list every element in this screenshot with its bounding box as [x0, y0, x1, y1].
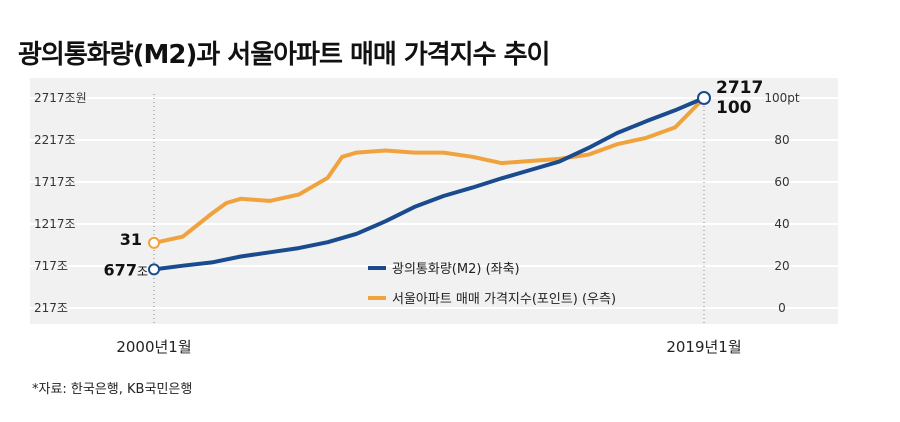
source-note: *자료: 한국은행, KB국민은행 — [32, 382, 193, 397]
m2-start-value: 677조 — [104, 260, 148, 279]
apartment-end-value: 100 — [716, 98, 752, 118]
x-axis-tick: 2000년1월 — [116, 338, 192, 356]
left-axis-tick: 2217조 — [34, 133, 76, 147]
right-axis-tick: 80 — [774, 133, 789, 147]
line-chart: 2717조원 2217조 1717조 1217조 717조 217조 100pt 80 60 40… — [30, 78, 838, 324]
right-axis-tick: 40 — [774, 217, 789, 231]
apartment-start-value: 31 — [120, 230, 142, 249]
end-marker — [697, 91, 711, 105]
left-axis-tick: 2717조원 — [34, 91, 87, 105]
x-axis-tick: 2019년1월 — [666, 338, 742, 356]
chart-panel: 2717조원 2217조 1717조 1217조 717조 217조 100pt 80 60 40… — [30, 78, 838, 324]
right-axis-tick: 100pt — [764, 91, 800, 105]
right-axis-tick: 60 — [774, 175, 789, 189]
legend-label-apartment: 서울아파트 매매 가격지수(포인트) (우측) — [392, 292, 616, 307]
right-axis-tick: 0 — [778, 301, 786, 315]
left-axis-tick: 217조 — [34, 301, 68, 315]
left-axis-tick: 1717조 — [34, 175, 76, 189]
m2-start-marker — [148, 263, 160, 276]
apartment-index-series-line — [152, 96, 706, 245]
right-axis-tick: 20 — [774, 259, 789, 273]
m2-end-value: 2717 — [716, 78, 763, 98]
m2-series-line — [152, 96, 706, 272]
m2-start-unit: 조 — [137, 264, 148, 278]
left-axis-tick: 717조 — [34, 259, 68, 273]
legend-label-m2: 광의통화량(M2) (좌축) — [392, 262, 520, 277]
apartment-start-marker — [148, 236, 160, 249]
left-axis-tick: 1217조 — [34, 217, 76, 231]
page-title: 광의통화량(M2)과 서울아파트 매매 가격지수 추이 — [18, 40, 550, 70]
m2-start-number: 677 — [104, 260, 137, 279]
